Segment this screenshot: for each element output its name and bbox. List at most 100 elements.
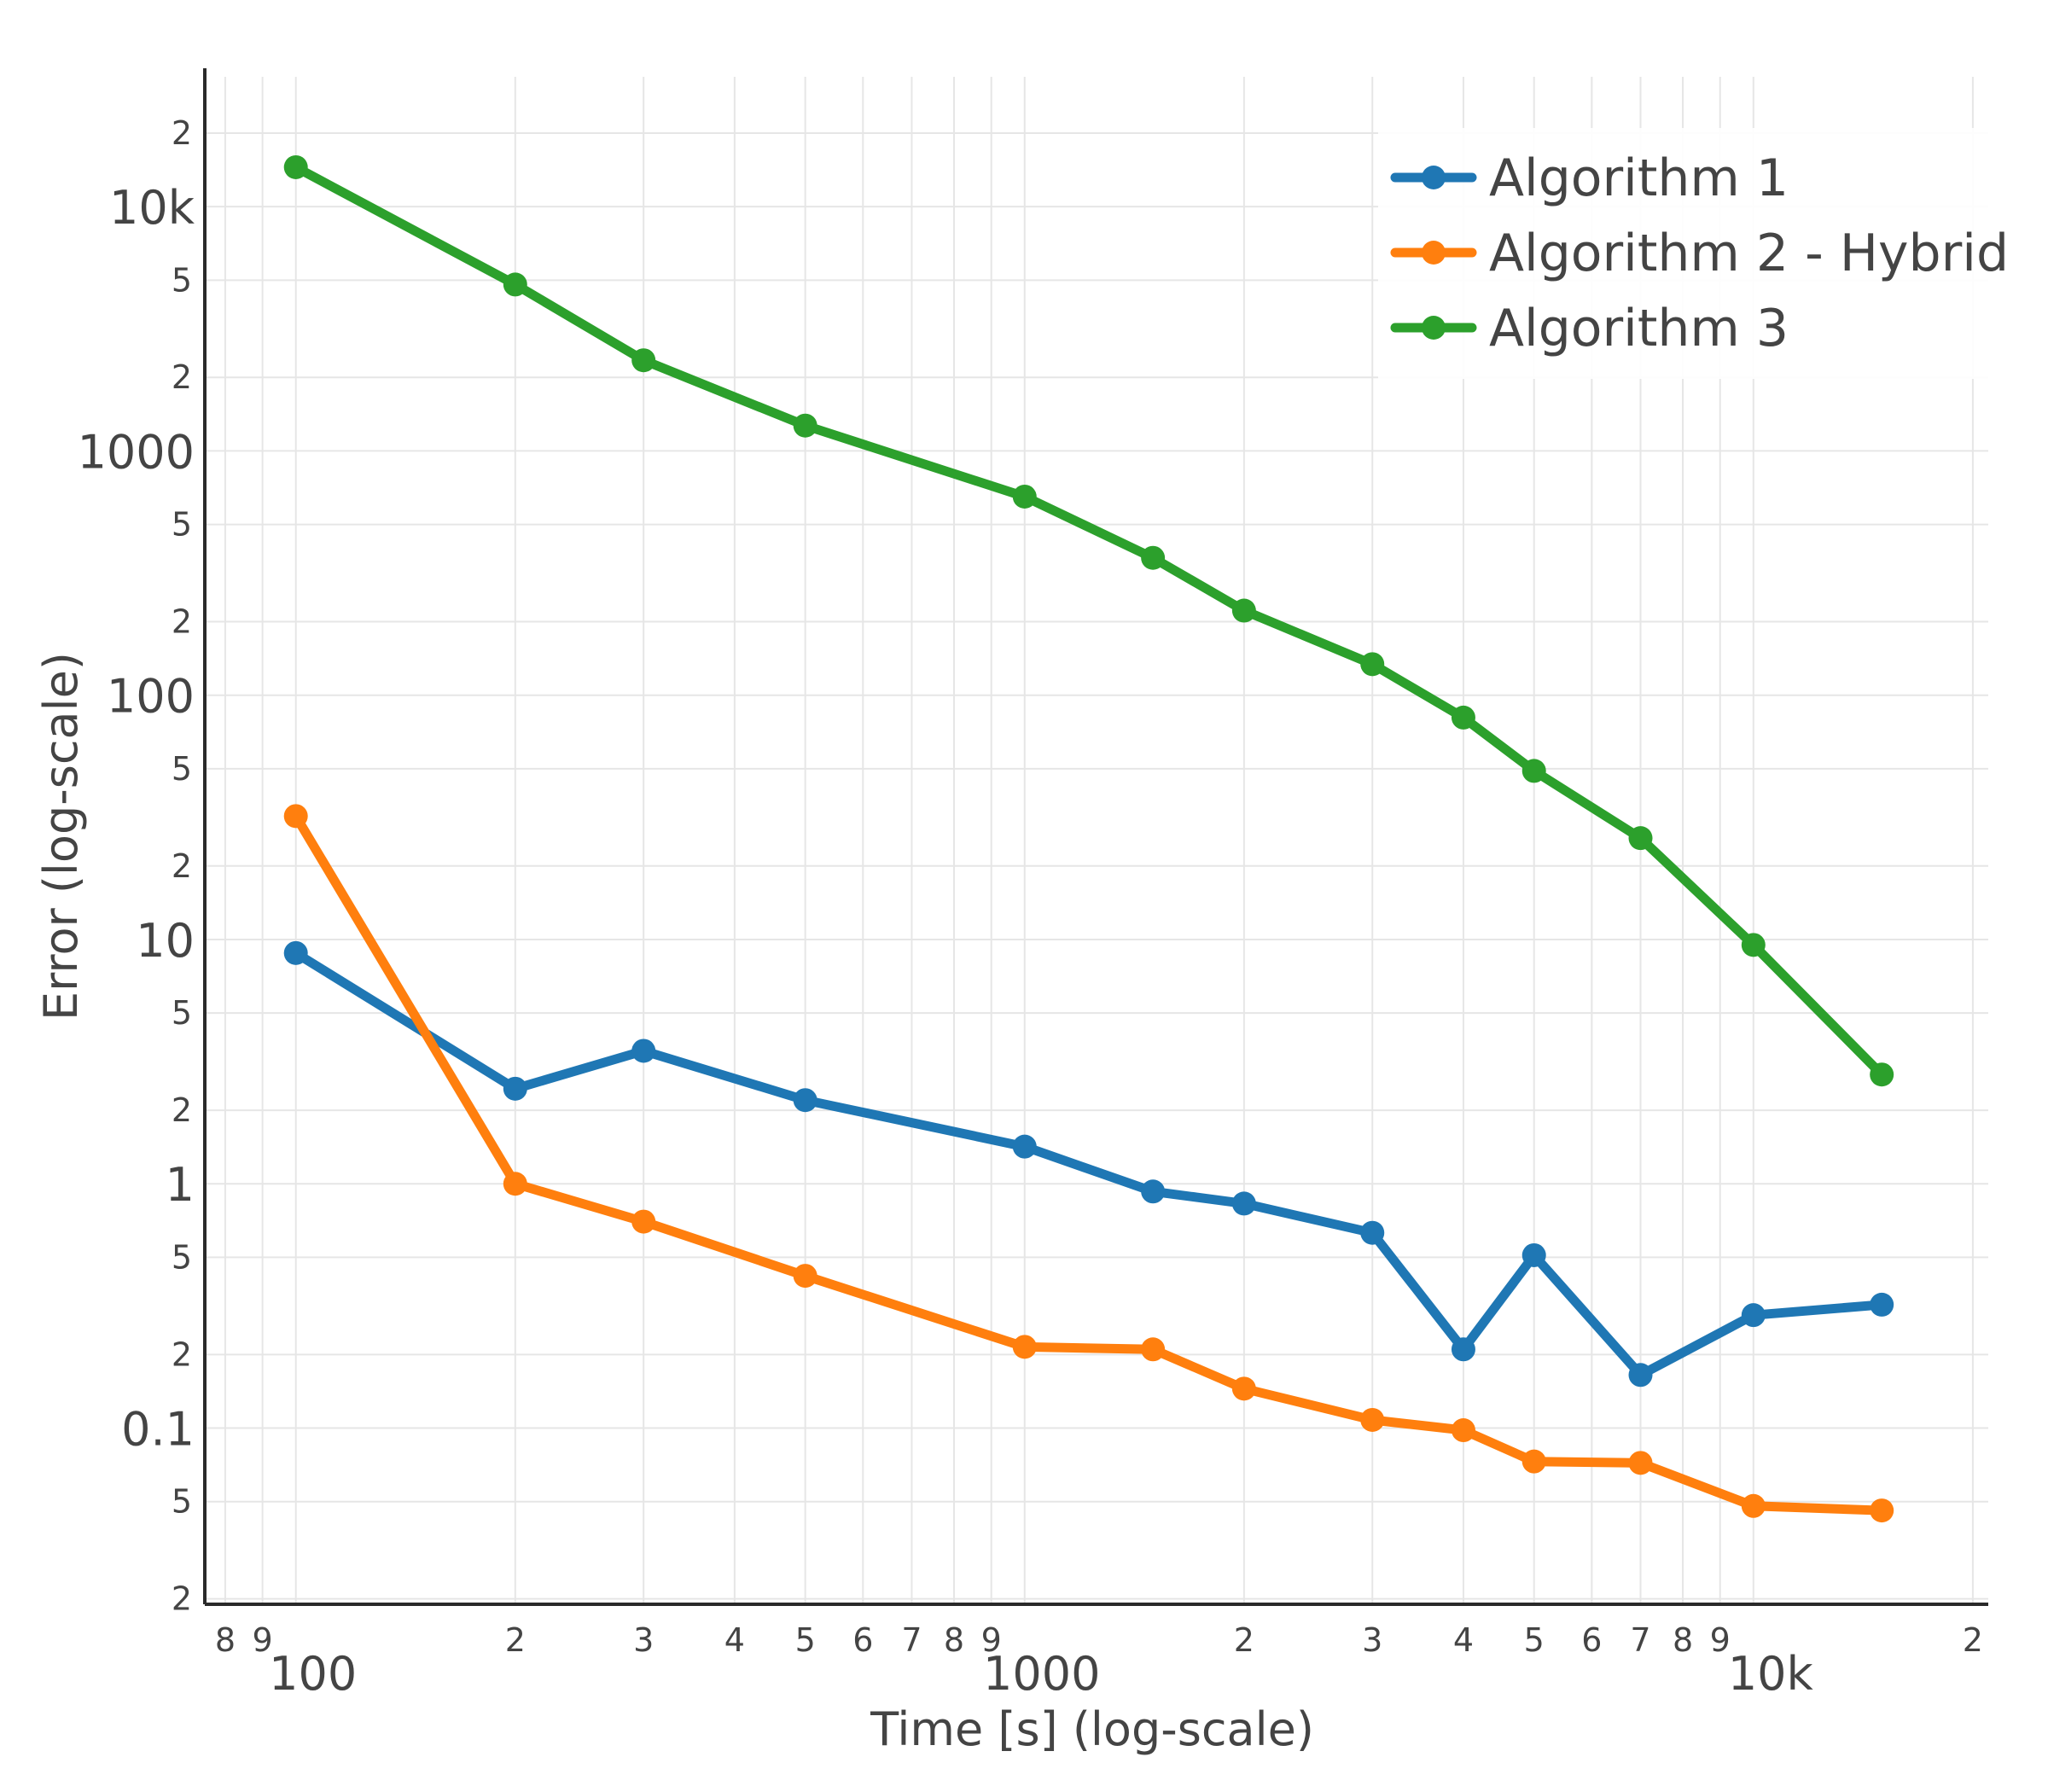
series-3-point[interactable] xyxy=(1451,705,1475,730)
legend[interactable]: Algorithm 1 Algorithm 2 - Hybrid Algorithm… xyxy=(1378,128,2009,379)
series-2 xyxy=(283,804,1894,1523)
y-tick-label-minor: 5 xyxy=(172,750,192,788)
series-3-point[interactable] xyxy=(1870,1062,1894,1087)
legend-label: Algorithm 1 xyxy=(1489,148,1789,208)
series-3-point[interactable] xyxy=(1521,759,1546,783)
legend-item[interactable]: Algorithm 2 - Hybrid xyxy=(1390,224,2009,283)
axes xyxy=(203,68,1988,1606)
series-1 xyxy=(283,940,1894,1388)
y-axis-title: Error (log-scale) xyxy=(34,652,88,1021)
series-3-point[interactable] xyxy=(1628,826,1653,851)
y-tick-label-minor: 5 xyxy=(172,506,192,544)
series-2-line xyxy=(291,811,1887,1516)
y-tick-label-minor: 2 xyxy=(172,114,192,152)
series-2-point[interactable] xyxy=(793,1264,817,1289)
y-tick-label-minor: 5 xyxy=(172,1238,192,1276)
series-2-point[interactable] xyxy=(1141,1337,1166,1362)
x-tick-label-minor: 3 xyxy=(633,1621,654,1659)
series-1-point[interactable] xyxy=(503,1076,527,1101)
series-1-point[interactable] xyxy=(1870,1292,1894,1317)
series xyxy=(283,154,1894,1523)
y-tick-label: 10k xyxy=(109,181,195,235)
y-tick-label-minor: 2 xyxy=(172,603,192,641)
x-tick-label-minor: 9 xyxy=(1710,1621,1731,1659)
x-tick-label-minor: 6 xyxy=(852,1621,873,1659)
x-axis-title: Time [s] (log-scale) xyxy=(870,1702,1314,1756)
series-1-point[interactable] xyxy=(1141,1179,1166,1204)
legend-swatch-marker xyxy=(1422,166,1446,189)
series-1-point[interactable] xyxy=(793,1088,817,1113)
x-tick-label-minor: 7 xyxy=(1630,1621,1650,1659)
series-2-point[interactable] xyxy=(1741,1493,1766,1518)
series-2-point[interactable] xyxy=(1231,1376,1256,1401)
x-tick-label-minor: 3 xyxy=(1362,1621,1382,1659)
series-2-point[interactable] xyxy=(503,1172,527,1196)
legend-label: Algorithm 2 - Hybrid xyxy=(1489,224,2009,283)
series-1-point[interactable] xyxy=(1231,1191,1256,1216)
x-tick-label-minor: 9 xyxy=(253,1621,273,1659)
series-3-point[interactable] xyxy=(1012,484,1037,509)
series-2-point[interactable] xyxy=(1870,1498,1894,1523)
x-tick-label-minor: 5 xyxy=(795,1621,816,1659)
x-tick-label: 10k xyxy=(1728,1647,1814,1701)
x-tick-label-minor: 6 xyxy=(1581,1621,1602,1659)
series-3-point[interactable] xyxy=(631,348,656,373)
legend-swatch-marker xyxy=(1422,316,1446,340)
y-tick-label: 100 xyxy=(107,670,195,724)
legend-item[interactable]: Algorithm 1 xyxy=(1390,148,1789,208)
series-3-point[interactable] xyxy=(503,272,527,297)
x-tick-label-minor: 8 xyxy=(1673,1621,1693,1659)
series-1-line xyxy=(291,948,1887,1380)
series-2-point[interactable] xyxy=(631,1209,656,1234)
legend-swatch-marker xyxy=(1422,241,1446,265)
series-1-point[interactable] xyxy=(1741,1303,1766,1328)
series-2-point[interactable] xyxy=(1360,1407,1385,1432)
x-tick-label-minor: 9 xyxy=(981,1621,1002,1659)
y-tick-label: 1000 xyxy=(78,425,195,479)
series-1-point[interactable] xyxy=(1451,1337,1475,1362)
series-2-point[interactable] xyxy=(1521,1449,1546,1474)
series-1-point[interactable] xyxy=(1012,1134,1037,1159)
series-1-point[interactable] xyxy=(283,940,308,965)
series-1-point[interactable] xyxy=(1360,1220,1385,1245)
y-tick-label-minor: 5 xyxy=(172,994,192,1032)
y-tick-label-minor: 2 xyxy=(172,1580,192,1618)
x-tick-label: 1000 xyxy=(983,1647,1100,1701)
series-2-point[interactable] xyxy=(1012,1335,1037,1359)
series-3 xyxy=(283,154,1894,1087)
y-tick-labels: 2 5 2 5 2 5 2 5 2 5 2 5 2 0.1 1 10 100 1000 10k xyxy=(78,114,195,1618)
x-tick-label-minor: 2 xyxy=(1234,1621,1254,1659)
series-2-point[interactable] xyxy=(283,804,308,829)
x-tick-label: 100 xyxy=(269,1647,357,1701)
series-3-point[interactable] xyxy=(793,413,817,438)
series-3-point[interactable] xyxy=(1231,598,1256,623)
y-tick-label: 0.1 xyxy=(121,1403,195,1457)
series-3-point[interactable] xyxy=(1141,545,1166,570)
series-3-point[interactable] xyxy=(1741,933,1766,957)
series-2-point[interactable] xyxy=(1451,1418,1475,1443)
y-tick-label-minor: 5 xyxy=(172,261,192,299)
series-1-point[interactable] xyxy=(1521,1242,1546,1267)
x-tick-label-minor: 4 xyxy=(1453,1621,1474,1659)
y-tick-label-minor: 2 xyxy=(172,847,192,885)
x-tick-label-minor: 8 xyxy=(215,1621,236,1659)
legend-background xyxy=(1378,128,1993,379)
series-2-point[interactable] xyxy=(1628,1451,1653,1475)
y-tick-label-minor: 2 xyxy=(172,1091,192,1129)
series-1-point[interactable] xyxy=(631,1039,656,1063)
series-3-point[interactable] xyxy=(1360,652,1385,677)
legend-label: Algorithm 3 xyxy=(1489,299,1789,358)
y-tick-label: 10 xyxy=(136,914,195,968)
x-tick-label-minor: 2 xyxy=(505,1621,526,1659)
legend-item[interactable]: Algorithm 3 xyxy=(1390,299,1789,358)
x-tick-label-minor: 5 xyxy=(1524,1621,1545,1659)
x-tick-label-minor: 8 xyxy=(944,1621,964,1659)
x-tick-label-minor: 7 xyxy=(901,1621,922,1659)
x-tick-label-minor: 2 xyxy=(1963,1621,1983,1659)
y-tick-label: 1 xyxy=(166,1158,195,1212)
series-3-point[interactable] xyxy=(283,154,308,179)
series-1-point[interactable] xyxy=(1628,1363,1653,1388)
